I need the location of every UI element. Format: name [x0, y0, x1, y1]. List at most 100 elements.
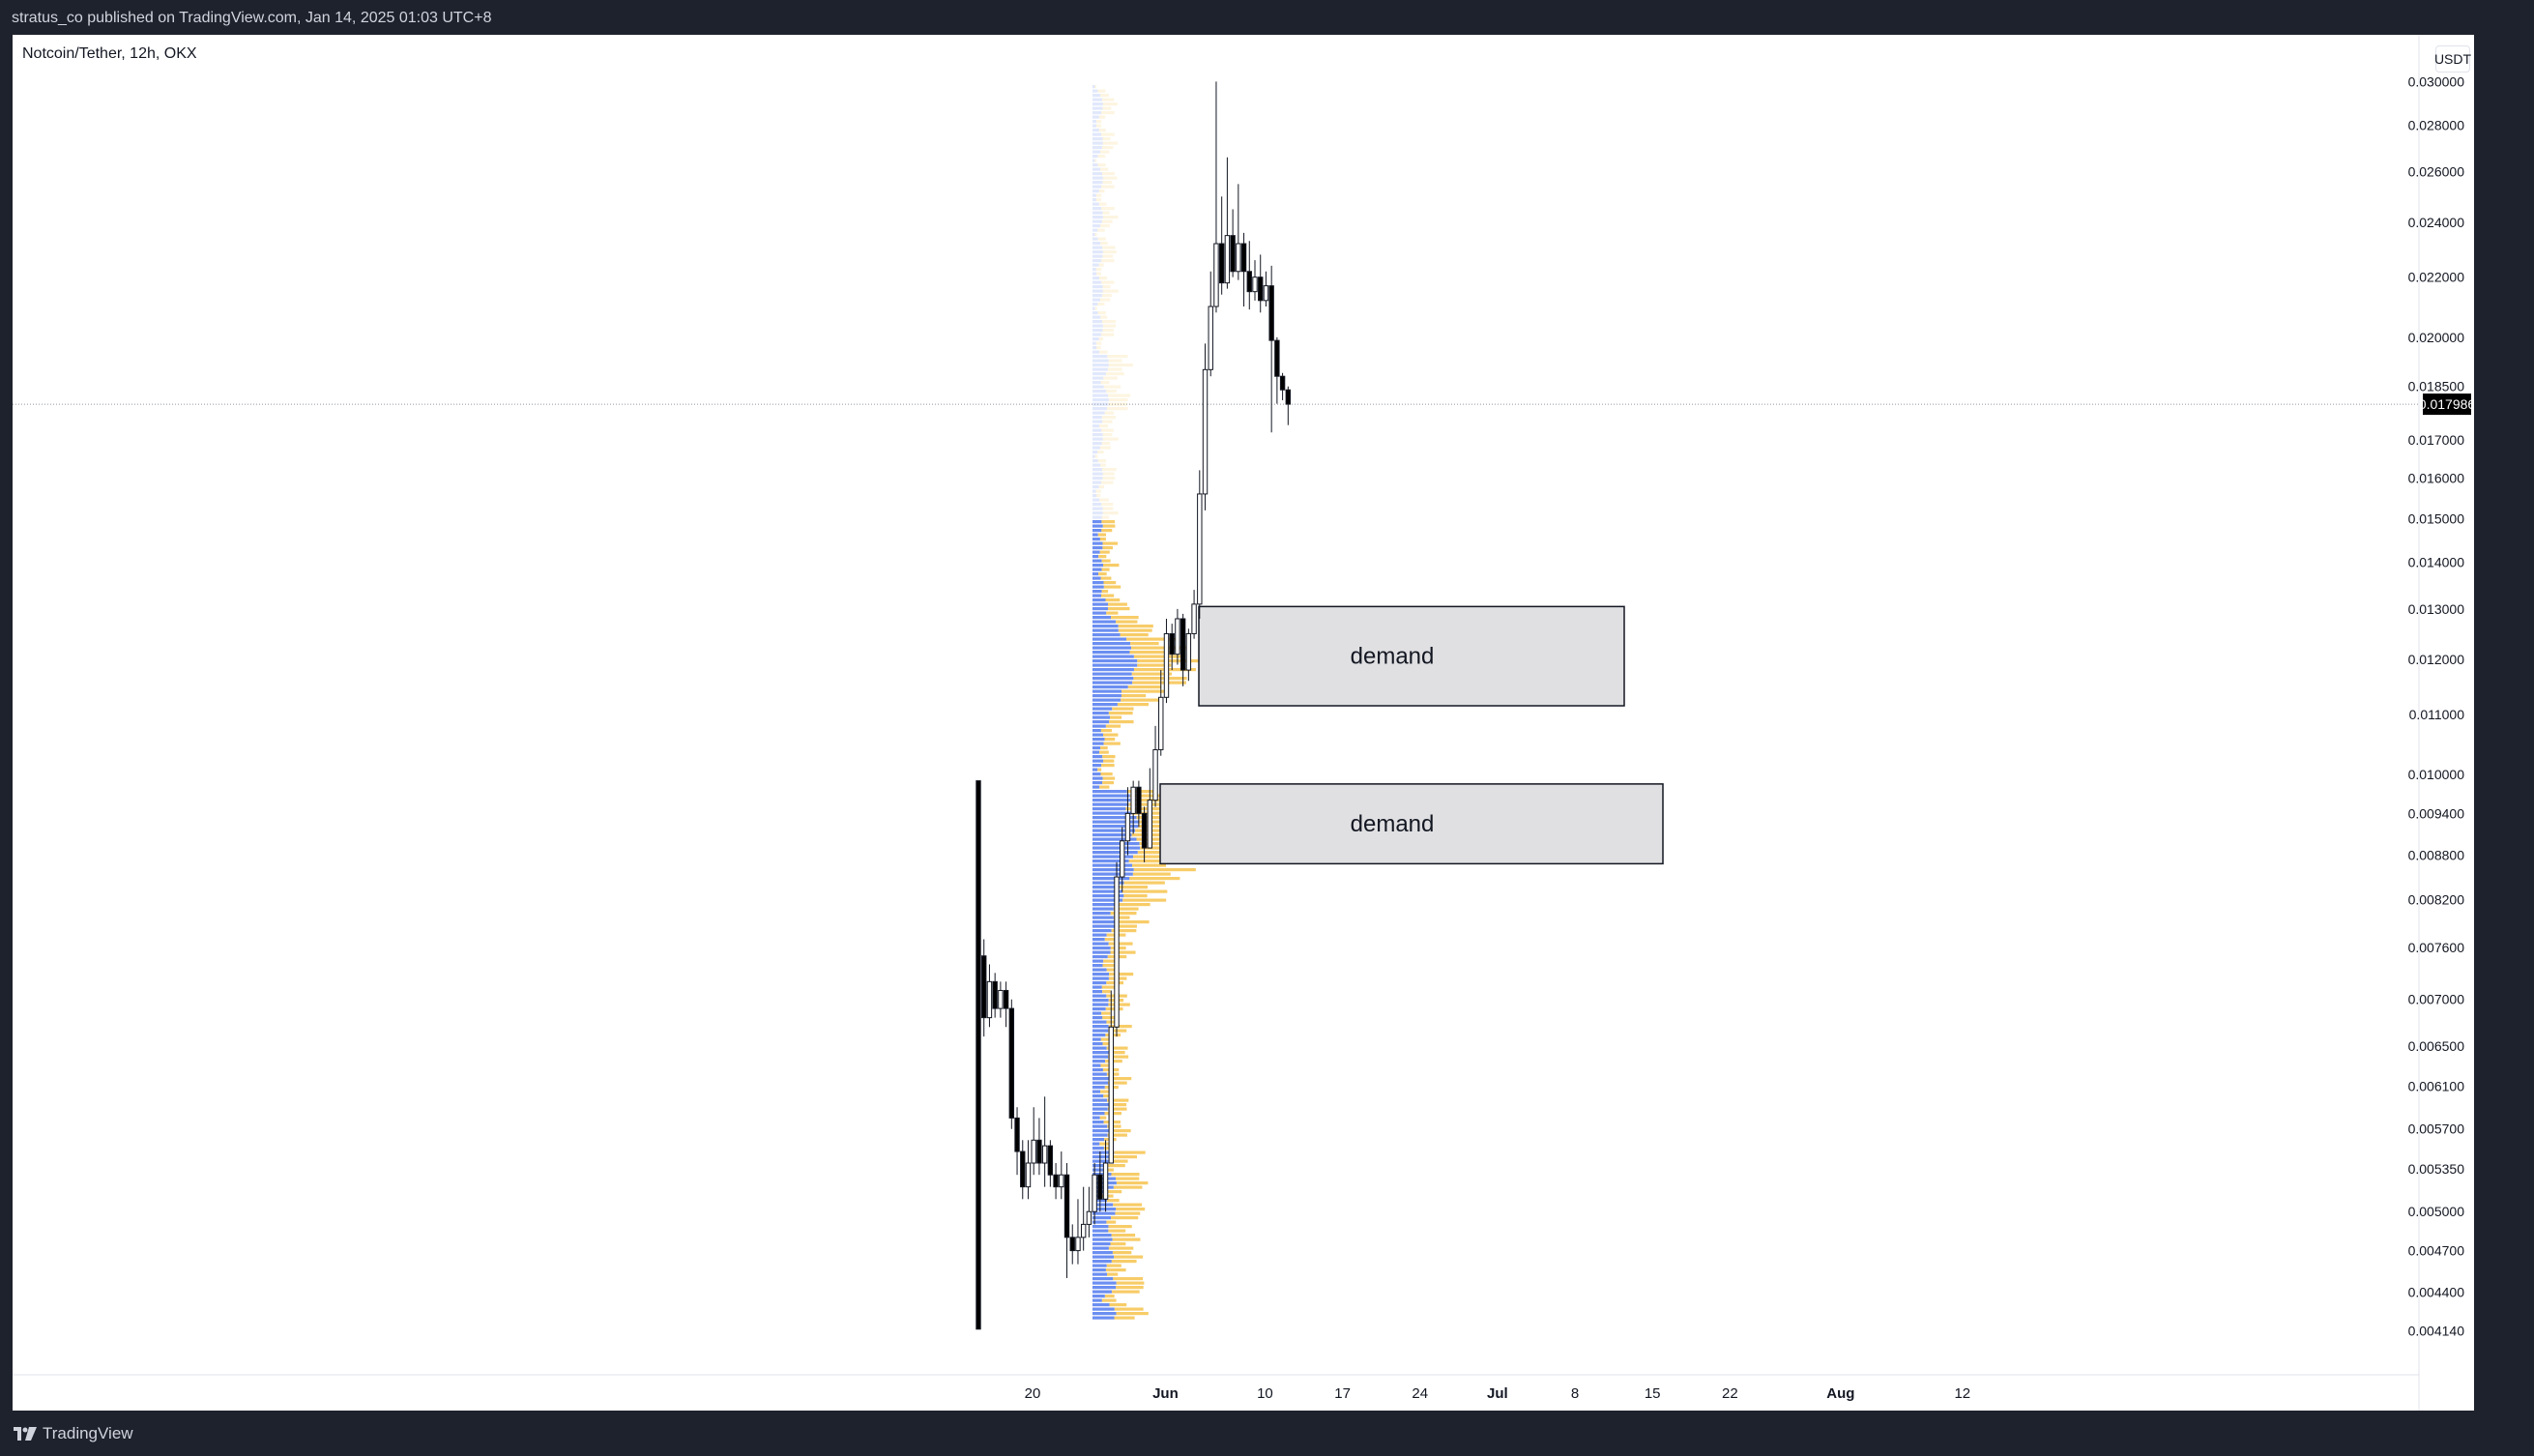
demand-zone-label: demand [1351, 644, 1435, 670]
volume-profile-bar [1092, 733, 1104, 737]
volume-profile-bar [1101, 416, 1117, 420]
currency-button[interactable]: USDT [2434, 45, 2471, 73]
time-tick-label: 17 [1334, 1385, 1351, 1402]
volume-profile-bar [1092, 938, 1105, 942]
volume-profile-bar [1101, 520, 1116, 524]
volume-profile-bar [1106, 1046, 1128, 1050]
volume-profile-bar [1092, 855, 1134, 859]
volume-profile-bar [1092, 968, 1107, 972]
volume-profile-bar [1092, 746, 1101, 750]
volume-profile-bar [1108, 359, 1122, 363]
volume-profile-bar [1092, 1211, 1116, 1215]
candle-body [1224, 235, 1231, 284]
volume-profile-bar [1111, 929, 1137, 933]
volume-profile-bar [1097, 237, 1106, 241]
volume-profile-bar [1092, 538, 1100, 541]
chart-frame[interactable]: demand demand 0.030000 0.028000 0.026000 0.02… [13, 35, 2474, 1411]
volume-profile-bar [1092, 1060, 1106, 1063]
volume-profile-bar [1105, 1268, 1126, 1272]
volume-profile-bar [1092, 1094, 1104, 1098]
chart-canvas[interactable]: demand demand 0.030000 0.028000 0.026000 0.02… [13, 35, 2474, 1411]
candle-body [1080, 1223, 1087, 1238]
volume-profile-bar [1102, 289, 1119, 293]
volume-profile-bar [1132, 681, 1186, 684]
volume-profile-bar [1092, 1037, 1101, 1041]
current-price-tag-label: 0.017986 [2419, 396, 2474, 412]
price-tick-label: 0.007600 [2408, 940, 2465, 955]
volume-profile-bar [1118, 625, 1153, 628]
volume-profile-bar [1097, 163, 1106, 167]
volume-profile-bar [1100, 167, 1109, 171]
volume-profile-bar [1092, 259, 1102, 263]
candle-body [1163, 632, 1170, 698]
candle-body [1124, 812, 1131, 842]
candle-body [1191, 603, 1197, 634]
volume-profile-bar [1092, 167, 1101, 171]
price-tick-label: 0.024000 [2408, 215, 2465, 230]
volume-profile-bar [1105, 598, 1121, 602]
price-tick-label: 0.008200 [2408, 891, 2465, 907]
volume-profile-bar [1092, 933, 1107, 937]
volume-profile-bar [1099, 750, 1109, 754]
volume-profile-bar [1117, 703, 1149, 707]
volume-profile-bar [1092, 390, 1107, 393]
volume-profile-bar [1098, 129, 1106, 132]
volume-profile-bar [1092, 886, 1121, 889]
volume-profile-bar [1092, 437, 1103, 441]
volume-profile-bar [1092, 463, 1101, 467]
volume-profile-bar [1092, 498, 1100, 502]
volume-profile-bar [1092, 990, 1103, 994]
volume-profile-bar [1115, 1211, 1141, 1215]
volume-profile-bar [1103, 959, 1116, 963]
volume-profile-bar [1097, 303, 1105, 306]
volume-profile-bar [1106, 407, 1128, 411]
tradingview-logo[interactable]: TradingView [14, 1424, 133, 1443]
volume-profile-bar [1113, 916, 1130, 919]
volume-profile-bar [1105, 1164, 1125, 1168]
volume-profile-bar [1111, 1234, 1136, 1238]
volume-profile-bar [1092, 946, 1111, 950]
candle-body [1180, 618, 1186, 671]
price-tick-label: 0.004400 [2408, 1285, 2465, 1300]
price-tick-label: 0.009400 [2408, 805, 2465, 821]
volume-profile-bar [1101, 590, 1109, 594]
candle-body [1240, 243, 1247, 273]
volume-profile-bar [1092, 829, 1136, 832]
volume-profile-bar [1101, 503, 1114, 507]
volume-profile-bar [1092, 776, 1103, 780]
volume-profile-bar [1101, 515, 1110, 519]
volume-profile-bar [1133, 855, 1184, 859]
symbol-title[interactable]: Notcoin/Tether, 12h, OKX [22, 45, 197, 62]
volume-profile-bar [1102, 329, 1114, 333]
price-tick-label: 0.004140 [2408, 1323, 2465, 1338]
volume-profile-bar [1092, 289, 1103, 293]
candle-body [1236, 243, 1241, 273]
volume-profile-bar [1094, 233, 1097, 237]
volume-profile-bar [1114, 1316, 1135, 1320]
volume-profile-bar [1092, 959, 1104, 963]
candle-body [986, 980, 993, 1019]
volume-profile-bar [1102, 477, 1116, 480]
volume-profile-bar [1092, 193, 1096, 197]
volume-profile-bar [1100, 242, 1108, 246]
volume-profile-bar [1099, 550, 1110, 554]
volume-profile-bar [1101, 111, 1115, 115]
demand-zone-label: demand [1351, 811, 1435, 837]
volume-profile-bar [1101, 246, 1116, 249]
volume-profile-bar [1092, 1150, 1115, 1154]
volume-profile-bar [1127, 685, 1162, 689]
volume-profile-bar [1110, 912, 1137, 916]
volume-profile-bar [1101, 219, 1113, 223]
volume-profile-bar [1098, 485, 1105, 489]
volume-profile-bar [1092, 877, 1130, 881]
volume-profile-bar [1092, 985, 1102, 989]
volume-profile-bar [1092, 524, 1103, 528]
volume-profile-bar [1092, 442, 1102, 446]
volume-profile-bar [1092, 446, 1100, 450]
volume-profile-bar [1092, 381, 1101, 385]
volume-profile-bar [1097, 228, 1105, 232]
volume-profile-bar [1100, 1090, 1112, 1093]
volume-profile-bar [1092, 1234, 1112, 1238]
volume-profile-bar [1092, 372, 1106, 376]
volume-profile-bar [1092, 1098, 1108, 1102]
